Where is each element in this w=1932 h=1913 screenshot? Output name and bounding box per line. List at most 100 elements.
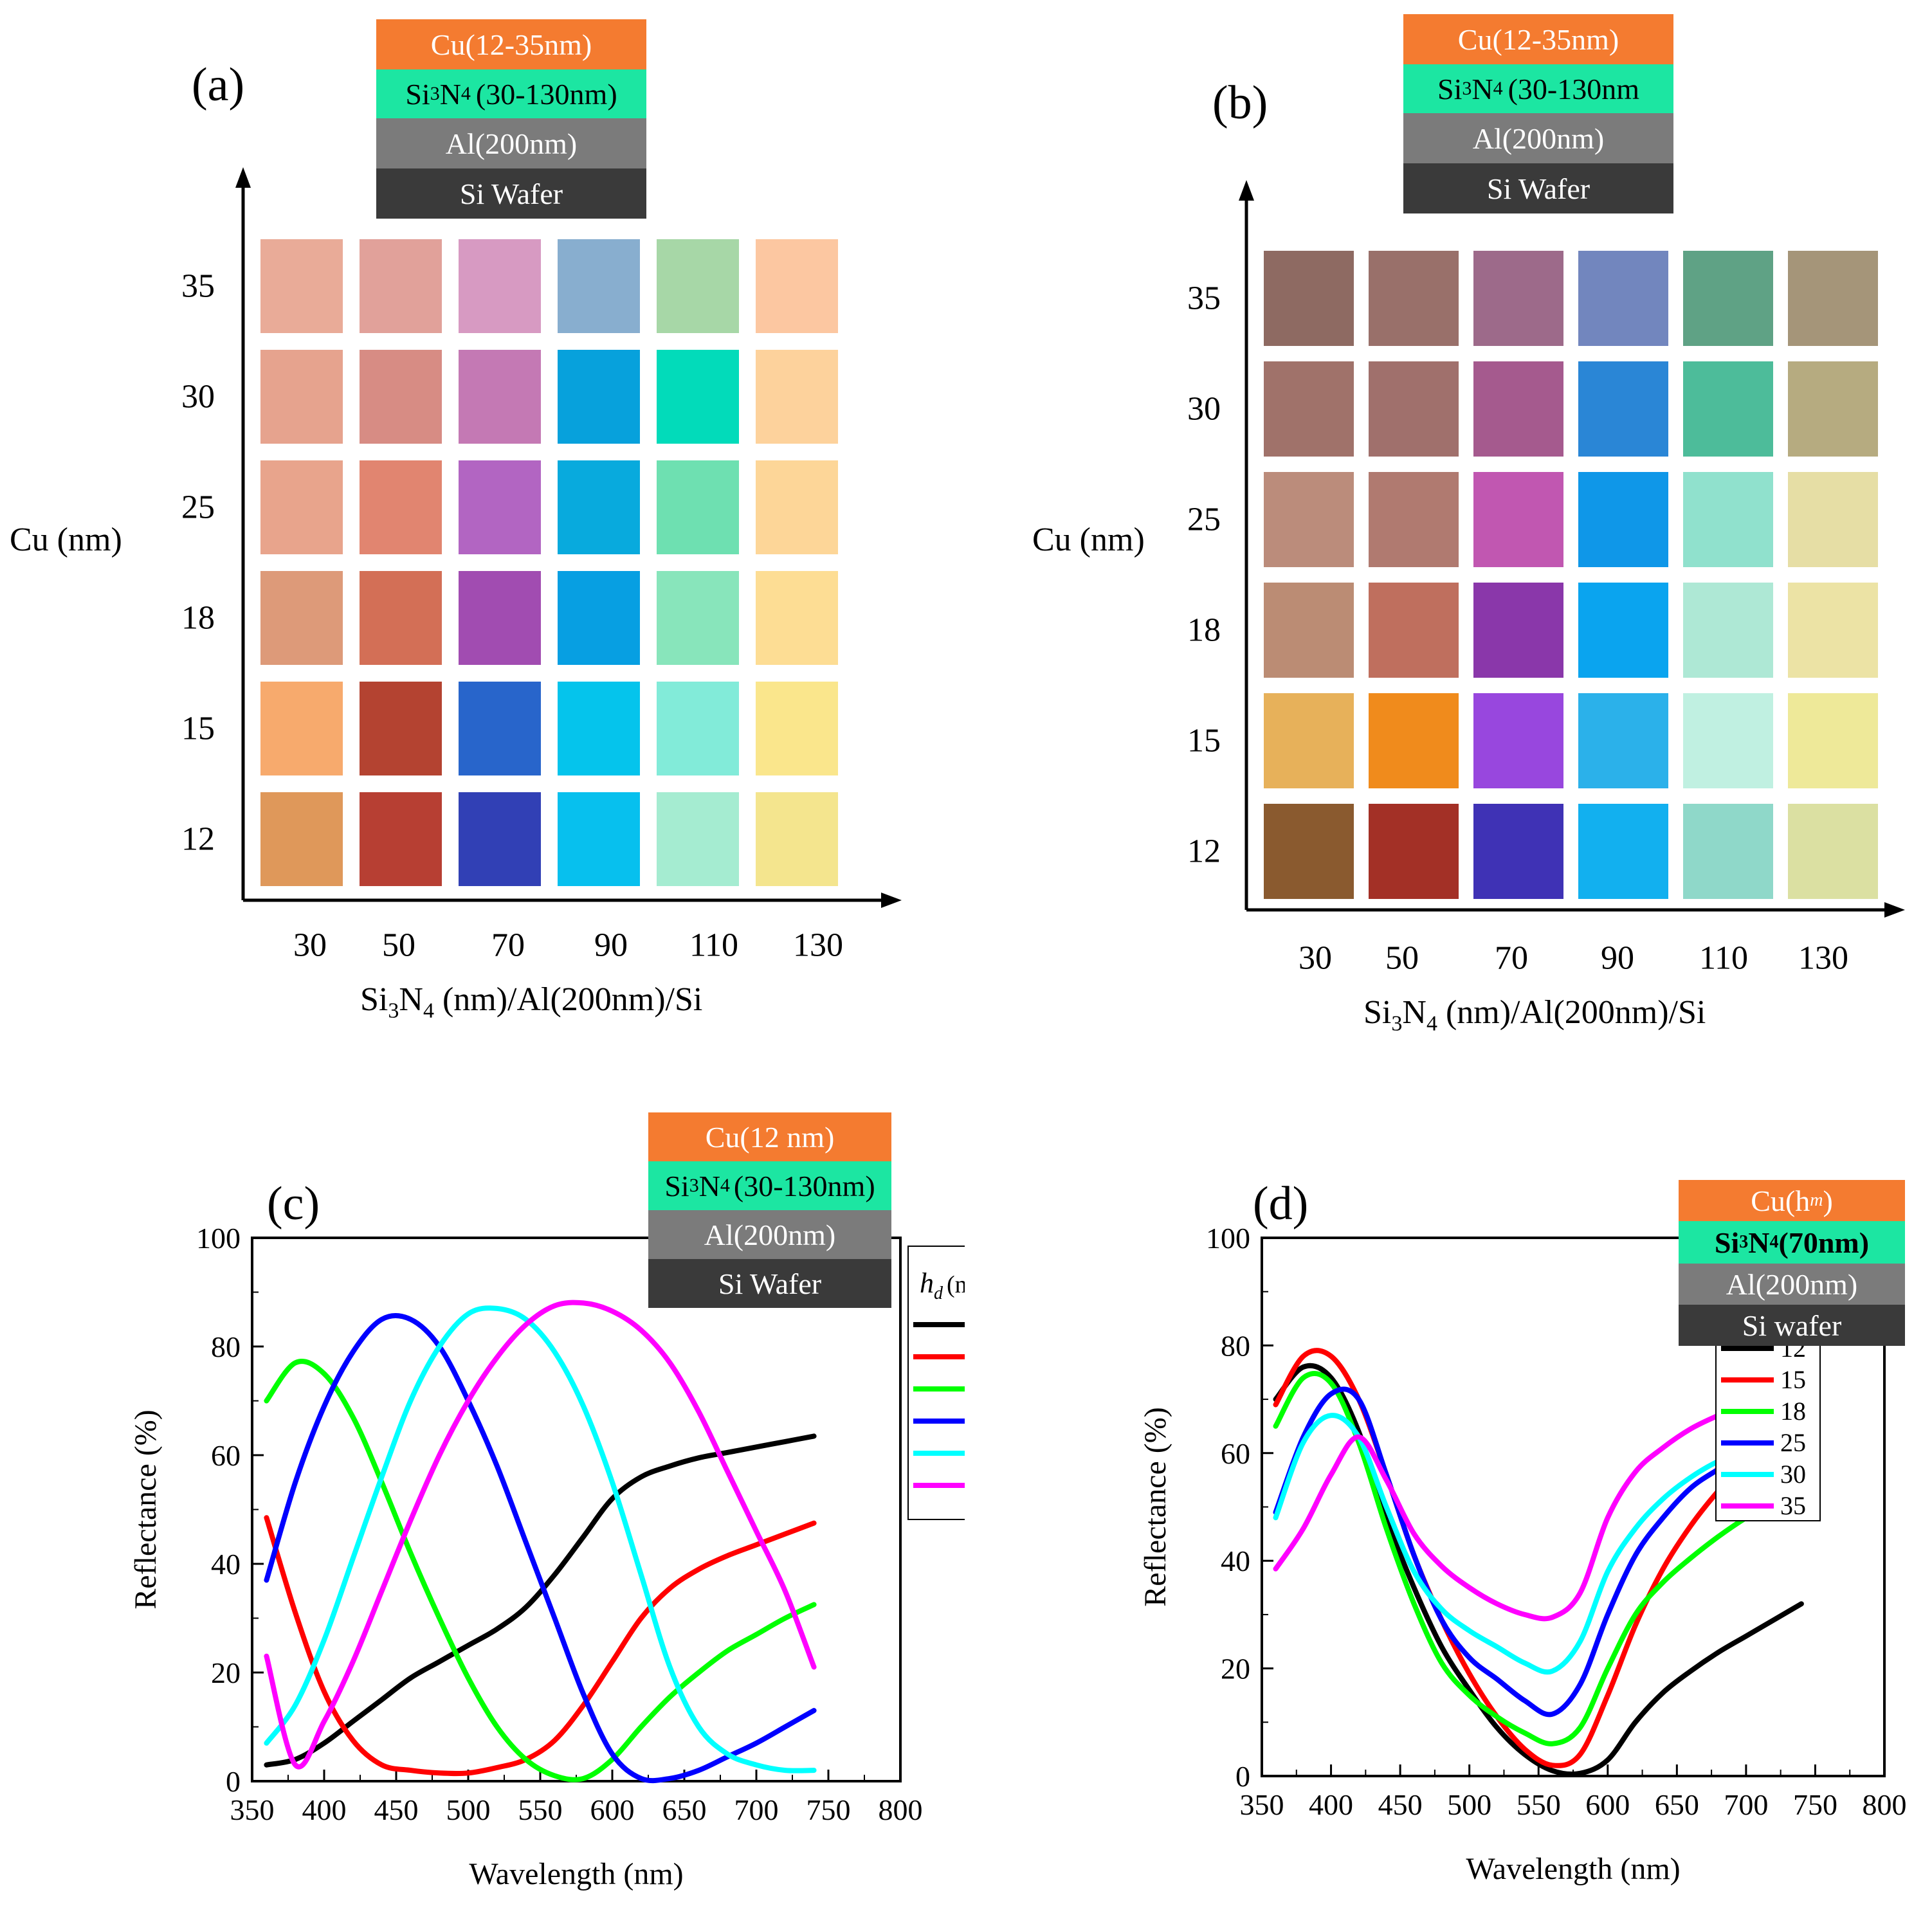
color-swatch [1473, 472, 1563, 567]
color-swatch [756, 571, 838, 665]
layer-stack-d: Cu(h m) Si 3 N 4 (70nm) Al(200nm) Si wafer [1679, 1180, 1905, 1346]
series-line-35 [1273, 1381, 1804, 1622]
layer-si3n4-n: N [1748, 1226, 1770, 1259]
legend-title-unit: (nm) [947, 1271, 965, 1298]
x-tick-label: 500 [446, 1793, 491, 1826]
y-tick-label: 20 [1221, 1653, 1250, 1685]
x-axis-title: Wavelength (nm) [1466, 1852, 1680, 1886]
x-tick-label: 400 [302, 1793, 347, 1826]
layer-si3n4-thickness: (30-130nm) [475, 77, 617, 111]
x-title-si: Si [1363, 994, 1392, 1031]
x-tick-label: 90 [1601, 939, 1634, 977]
color-swatch [459, 460, 541, 554]
color-swatch [1578, 583, 1668, 678]
x-title-n: N [399, 981, 423, 1018]
legend-label-25: 25 [1780, 1428, 1806, 1457]
x-tick-label: 750 [807, 1793, 851, 1826]
x-tick-label: 110 [1699, 939, 1749, 977]
y-tick-label: 15 [1187, 722, 1221, 759]
x-tick-label: 110 [689, 927, 739, 964]
color-swatch [260, 682, 343, 775]
y-axis-title: Reflectance (%) [1138, 1407, 1172, 1606]
color-swatch [558, 460, 640, 554]
layer-si3n4-si: Si [1437, 72, 1463, 105]
x-title-rest: (nm)/Al(200nm)/Si [433, 981, 703, 1018]
panel-label-a: (a) [192, 59, 245, 111]
y-axis-title: Reflectance (%) [129, 1410, 163, 1609]
y-tick-label: 25 [1187, 501, 1221, 538]
color-swatch [657, 350, 739, 444]
color-swatch [1264, 251, 1354, 346]
color-swatch [1578, 693, 1668, 788]
color-swatch [1369, 361, 1459, 457]
x-tick-label: 50 [382, 927, 415, 964]
y-tick-label: 40 [211, 1548, 241, 1581]
x-title-sub2: 4 [1426, 1011, 1437, 1036]
y-tick-label: 100 [196, 1222, 241, 1255]
y-tick-label: 18 [1187, 612, 1221, 649]
color-swatch [459, 239, 541, 333]
y-tick-label: 18 [181, 599, 215, 637]
legend-label-30: 30 [1780, 1460, 1806, 1489]
x-tick-label: 350 [230, 1793, 275, 1826]
color-swatch [1788, 804, 1878, 899]
layer-cu: Cu(12-35nm) [1403, 14, 1673, 64]
panel-label-c: (c) [267, 1177, 320, 1230]
color-swatch [1473, 804, 1563, 899]
panel-d: (d) 350 400 450 500 550 600 650 700 750 800 0 20 40 6… [965, 1080, 1932, 1913]
series-line-70 [264, 1359, 817, 1782]
color-swatch [360, 571, 442, 665]
x-tick-label: 650 [1655, 1788, 1699, 1821]
color-swatch [1683, 251, 1773, 346]
layer-al: Al(200nm) [1679, 1264, 1905, 1305]
x-tick-label: 600 [590, 1793, 635, 1826]
legend-label-35: 35 [1780, 1491, 1806, 1520]
x-tick-label: 700 [734, 1793, 779, 1826]
legend-title: hd(nm) [920, 1267, 965, 1303]
color-swatch [657, 571, 739, 665]
x-tick-label: 450 [374, 1793, 419, 1826]
y-tick-label: 40 [1221, 1545, 1250, 1577]
layer-si3n4-sub1: 3 [430, 83, 440, 104]
x-tick-label: 700 [1724, 1788, 1768, 1821]
color-swatch [1788, 472, 1878, 567]
x-axis-title-a: Si3N4 (nm)/Al(200nm)/Si [360, 981, 702, 1023]
color-swatch [260, 239, 343, 333]
layer-si3n4: Si 3 N 4 (30-130nm) [648, 1161, 891, 1210]
series-line-50 [264, 1515, 817, 1777]
y-tick-label: 12 [181, 821, 215, 858]
x-tick-label: 450 [1378, 1788, 1423, 1821]
color-swatch [360, 239, 442, 333]
x-tick-label: 350 [1240, 1788, 1284, 1821]
layer-si3n4-sub1: 3 [1739, 1232, 1749, 1252]
layer-si3n4-n: N [1472, 72, 1493, 105]
x-title-rest: (nm)/Al(200nm)/Si [1437, 994, 1706, 1031]
legend-title-subscript: d [934, 1283, 943, 1303]
color-swatch [1788, 251, 1878, 346]
legend-label-15: 15 [1780, 1365, 1806, 1394]
layer-cu-end: ) [1823, 1184, 1833, 1217]
axes-a [235, 167, 902, 908]
color-swatch [1578, 472, 1668, 567]
y-tick-label: 60 [211, 1439, 241, 1472]
y-tick-label: 15 [181, 710, 215, 747]
color-swatch [360, 682, 442, 775]
color-swatch [756, 350, 838, 444]
reflectance-chart-c: 350 400 450 500 550 600 650 700 750 800 0 20 40 60 80 1… [129, 1222, 965, 1891]
layer-si3n4: Si 3 N 4 (70nm) [1679, 1221, 1905, 1264]
color-swatch [260, 460, 343, 554]
axes-b [1239, 180, 1905, 918]
y-tick-label: 12 [1187, 833, 1221, 870]
color-swatch [1683, 361, 1773, 457]
color-swatch [1578, 251, 1668, 346]
color-swatch [1264, 693, 1354, 788]
color-swatch [756, 792, 838, 886]
x-tick-label: 50 [1385, 939, 1419, 977]
color-swatch [1788, 693, 1878, 788]
layer-al: Al(200nm) [648, 1210, 891, 1259]
layer-si-wafer: Si wafer [1679, 1305, 1905, 1346]
color-swatch [459, 571, 541, 665]
layer-si3n4-si: Si [664, 1169, 689, 1202]
color-swatch [1683, 804, 1773, 899]
layer-al: Al(200nm) [1403, 113, 1673, 163]
